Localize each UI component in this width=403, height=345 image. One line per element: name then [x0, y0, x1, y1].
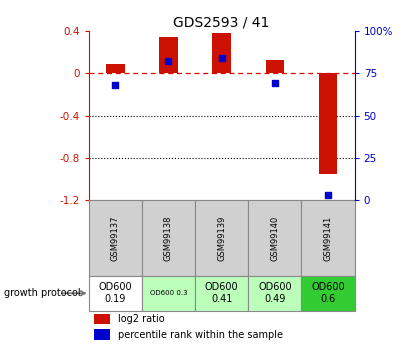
Point — [325, 192, 331, 198]
Bar — [159, 37, 178, 73]
Bar — [301, 200, 355, 276]
Bar — [94, 329, 110, 340]
Point — [165, 59, 172, 64]
Text: OD600
0.19: OD600 0.19 — [98, 283, 132, 304]
Text: GSM99138: GSM99138 — [164, 215, 173, 261]
Bar — [301, 276, 355, 310]
Bar — [142, 276, 195, 310]
Point — [218, 55, 225, 61]
Point — [112, 82, 118, 88]
Text: GSM99140: GSM99140 — [270, 215, 279, 261]
Bar — [248, 276, 301, 310]
Bar — [319, 73, 337, 174]
Bar — [142, 200, 195, 276]
Bar — [195, 276, 248, 310]
Bar — [266, 60, 284, 73]
Bar — [212, 33, 231, 73]
Text: GSM99141: GSM99141 — [324, 215, 332, 261]
Text: growth protocol: growth protocol — [4, 288, 81, 298]
Title: GDS2593 / 41: GDS2593 / 41 — [173, 16, 270, 30]
Text: log2 ratio: log2 ratio — [118, 314, 164, 324]
Bar — [89, 276, 142, 310]
Text: GSM99137: GSM99137 — [111, 215, 120, 261]
Text: percentile rank within the sample: percentile rank within the sample — [118, 330, 283, 340]
Point — [272, 81, 278, 86]
Text: GSM99139: GSM99139 — [217, 215, 226, 261]
Text: OD600
0.41: OD600 0.41 — [205, 283, 239, 304]
Text: OD600
0.49: OD600 0.49 — [258, 283, 292, 304]
Bar — [248, 200, 301, 276]
Text: OD600
0.6: OD600 0.6 — [311, 283, 345, 304]
Bar — [89, 200, 142, 276]
Text: OD600 0.3: OD600 0.3 — [150, 290, 187, 296]
Bar — [195, 200, 248, 276]
Bar — [94, 314, 110, 324]
Bar — [106, 64, 125, 73]
